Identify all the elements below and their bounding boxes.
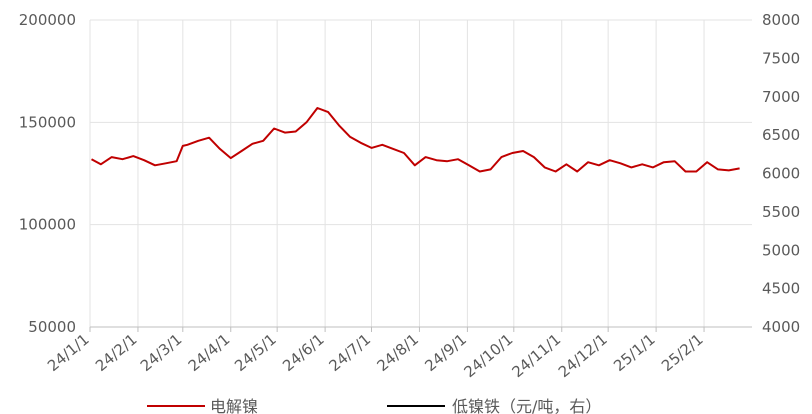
right-y-tick-label: 8000 xyxy=(762,11,800,29)
right-y-tick-label: 4500 xyxy=(762,280,800,298)
x-tick-label: 24/12/1 xyxy=(555,330,611,381)
right-y-tick-label: 6000 xyxy=(762,165,800,183)
series-lines xyxy=(91,107,740,173)
right-y-tick-label: 7500 xyxy=(762,49,800,67)
x-tick-label: 24/10/1 xyxy=(461,330,517,381)
right-y-tick-label: 5000 xyxy=(762,241,800,259)
x-tick-label: 24/2/1 xyxy=(92,330,141,375)
legend-label: 电解镍 xyxy=(210,397,258,414)
gridlines xyxy=(89,19,752,327)
x-tick-label: 24/4/1 xyxy=(185,330,234,375)
x-tick-label: 24/6/1 xyxy=(279,330,328,375)
x-tick-label: 24/8/1 xyxy=(373,330,422,375)
left-y-tick-label: 200000 xyxy=(19,11,76,29)
right-y-tick-label: 4000 xyxy=(762,318,800,336)
x-tick-label: 25/1/1 xyxy=(610,330,659,375)
x-tick-label: 24/3/1 xyxy=(137,330,186,375)
left-y-tick-label: 150000 xyxy=(19,113,76,131)
legend-label: 低镍铁（元/吨，右） xyxy=(452,397,601,414)
right-y-tick-label: 5500 xyxy=(762,203,800,221)
x-tick-label: 24/1/1 xyxy=(44,330,93,375)
x-tick-label: 24/11/1 xyxy=(508,330,564,381)
right-y-axis: 8000 7500 7000 6500 6000 5500 5000 4500 4000 xyxy=(762,11,800,336)
x-axis: 24/1/1 24/2/124/3/1 24/4/124/5/1 24/6/124/7… xyxy=(44,330,707,381)
legend: 电解镍 低镍铁（元/吨，右） xyxy=(147,397,601,414)
x-tick-label: 25/2/1 xyxy=(658,330,707,375)
left-y-tick-label: 100000 xyxy=(19,216,76,234)
left-y-axis: 200000 150000 100000 50000 xyxy=(19,11,76,336)
right-y-tick-label: 7000 xyxy=(762,88,800,106)
axes xyxy=(89,326,752,332)
left-y-tick-label: 50000 xyxy=(28,318,76,336)
series-line xyxy=(91,107,740,173)
x-tick-label: 24/5/1 xyxy=(231,330,280,375)
x-tick-label: 24/7/1 xyxy=(326,330,375,375)
right-y-tick-label: 6500 xyxy=(762,126,800,144)
